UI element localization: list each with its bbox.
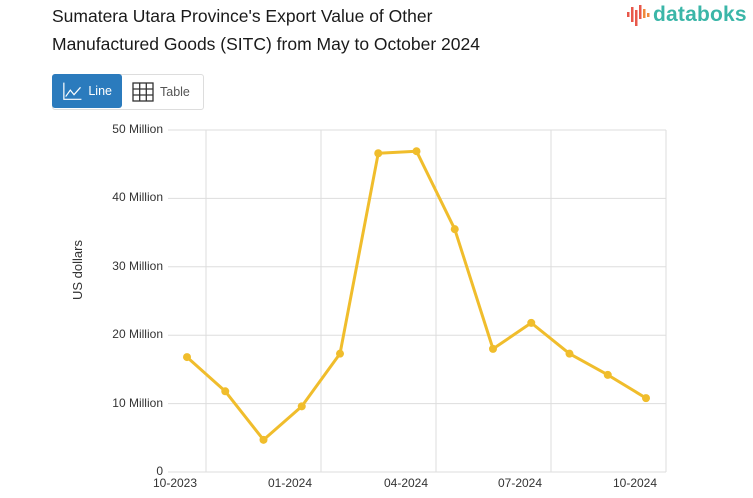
y-tick: 20 Million bbox=[112, 327, 163, 341]
x-tick: 10-2023 bbox=[152, 476, 198, 490]
x-tick: 07-2024 bbox=[497, 476, 543, 490]
view-toggle: Line Table bbox=[52, 74, 204, 110]
series-line bbox=[186, 149, 647, 442]
chart-title-line2: Manufactured Goods (SITC) from May to Oc… bbox=[52, 34, 480, 54]
data-point[interactable] bbox=[221, 387, 230, 396]
y-tick: 50 Million bbox=[112, 122, 163, 136]
data-point[interactable] bbox=[489, 344, 497, 353]
data-point[interactable] bbox=[565, 349, 574, 358]
line-view-label: Line bbox=[88, 84, 112, 98]
chart-title-line1: Sumatera Utara Province's Export Value o… bbox=[52, 6, 433, 26]
table-view-label: Table bbox=[160, 85, 190, 99]
data-point[interactable] bbox=[297, 402, 306, 411]
data-point[interactable] bbox=[527, 318, 536, 327]
y-tick: 30 Million bbox=[112, 259, 163, 273]
x-tick: 04-2024 bbox=[383, 476, 429, 490]
table-view-button[interactable]: Table bbox=[122, 75, 200, 109]
x-tick: 01-2024 bbox=[267, 476, 313, 490]
y-tick: 10 Million bbox=[112, 396, 163, 410]
logo-bars-icon bbox=[627, 5, 650, 26]
table-grid-icon bbox=[132, 82, 154, 102]
data-point[interactable] bbox=[603, 370, 612, 379]
data-point[interactable] bbox=[374, 149, 383, 158]
data-point[interactable] bbox=[183, 353, 191, 362]
data-point[interactable] bbox=[259, 435, 268, 444]
data-point[interactable] bbox=[336, 349, 344, 358]
logo-text: databoks bbox=[653, 3, 747, 26]
y-tick: 40 Million bbox=[112, 190, 163, 204]
x-tick: 10-2024 bbox=[612, 476, 658, 490]
y-tick: 0 bbox=[156, 464, 163, 478]
data-point[interactable] bbox=[642, 394, 650, 403]
line-chart-icon bbox=[63, 82, 82, 100]
data-point[interactable] bbox=[450, 225, 459, 234]
line-view-button[interactable]: Line bbox=[52, 74, 122, 108]
databoks-logo: databoks bbox=[626, 3, 747, 27]
chart-title: Sumatera Utara Province's Export Value o… bbox=[52, 2, 572, 58]
data-point[interactable] bbox=[412, 147, 421, 156]
